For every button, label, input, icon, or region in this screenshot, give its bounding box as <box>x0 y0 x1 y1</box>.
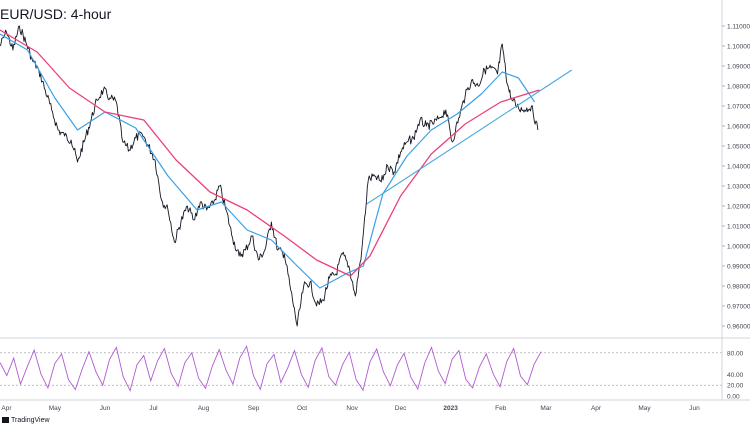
price-tick-label: 1.02000 <box>727 204 750 211</box>
time-axis: Apr May Jun Jul Aug Sep Oct Nov Dec 2023 Feb Mar Apr… <box>0 399 750 412</box>
stochastic-axis: 80.00 40.00 20.00 0.00 <box>727 350 744 400</box>
time-tick-label: 2023 <box>443 405 458 412</box>
chart-title: EUR/USD: 4-hour <box>0 6 112 22</box>
price-tick-label: 1.08000 <box>727 84 750 91</box>
price-tick-label: 1.10000 <box>727 44 750 51</box>
time-tick-label: Apr <box>591 405 602 412</box>
price-tick-label: 1.00000 <box>727 244 750 251</box>
stochastic-tick-label: 80.00 <box>727 350 744 357</box>
time-tick-label: Jun <box>100 405 111 412</box>
moving-average-slow-line <box>0 29 540 277</box>
time-tick-label: May <box>49 405 62 412</box>
time-tick-label: Jul <box>149 405 158 412</box>
watermark-text: TradingView <box>11 417 50 424</box>
time-tick-label: Feb <box>495 405 507 412</box>
time-tick-label: Apr <box>1 405 12 412</box>
stochastic-pane <box>0 345 722 392</box>
time-tick-label: Oct <box>297 405 307 412</box>
price-tick-label: 1.11000 <box>727 24 750 31</box>
time-tick-label: Dec <box>395 405 407 412</box>
price-tick-label: 0.99000 <box>727 264 750 271</box>
price-tick-label: 0.96000 <box>727 324 750 331</box>
price-tick-label: 1.07000 <box>727 104 750 111</box>
price-axis: 1.11000 1.10000 1.09000 1.08000 1.07000 1.060… <box>721 0 750 400</box>
time-tick-label: Mar <box>540 405 552 412</box>
stochastic-oscillator-line <box>0 345 542 392</box>
price-tick-label: 1.05000 <box>727 144 750 151</box>
price-pane <box>0 25 750 339</box>
time-tick-label: Jun <box>689 405 700 412</box>
price-tick-label: 1.01000 <box>727 224 750 231</box>
time-tick-label: Aug <box>198 405 210 412</box>
stochastic-tick-label: 0.00 <box>727 394 740 401</box>
time-tick-label: Sep <box>248 405 260 412</box>
price-tick-label: 1.06000 <box>727 124 750 131</box>
tradingview-logo-icon <box>2 417 9 424</box>
trendline-line <box>366 69 573 205</box>
moving-average-fast-line <box>0 33 536 289</box>
time-tick-label: May <box>638 405 651 412</box>
time-tick-label: Nov <box>346 405 358 412</box>
price-line <box>0 25 539 327</box>
tradingview-watermark: TradingView <box>2 417 50 424</box>
stochastic-tick-label: 40.00 <box>727 372 744 379</box>
price-tick-label: 1.04000 <box>727 164 750 171</box>
price-tick-label: 1.09000 <box>727 64 750 71</box>
stochastic-tick-label: 20.00 <box>727 383 744 390</box>
price-tick-label: 1.03000 <box>727 184 750 191</box>
price-tick-label: 0.97000 <box>727 304 750 311</box>
price-tick-label: 0.98000 <box>727 284 750 291</box>
